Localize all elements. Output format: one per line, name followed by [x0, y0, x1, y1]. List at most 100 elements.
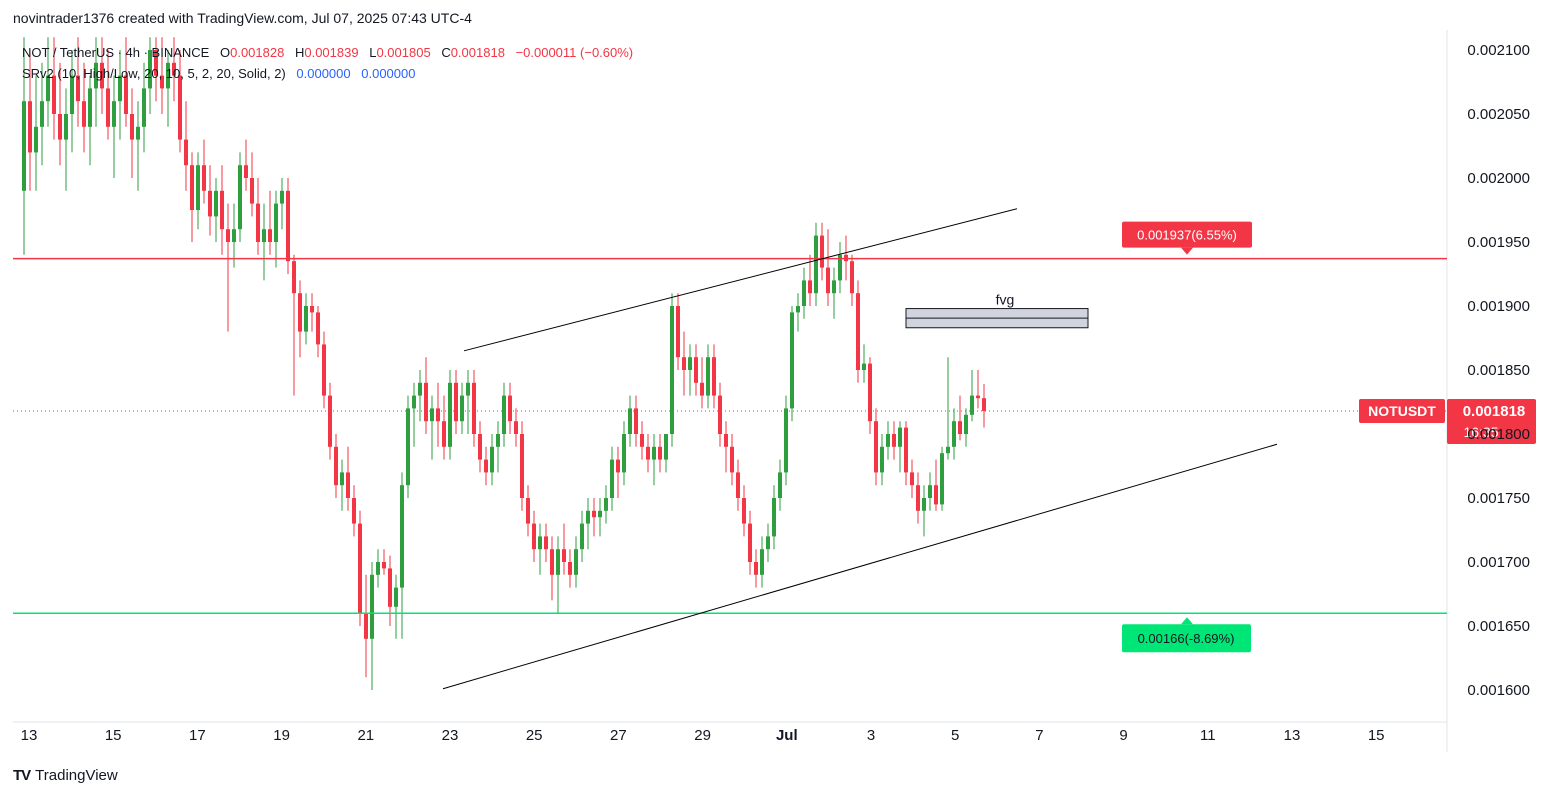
- candle: [256, 178, 260, 255]
- indicator-name[interactable]: SRv2 (10, High/Low, 20, 10, 5, 2, 20, So…: [22, 66, 286, 81]
- candle-body: [262, 229, 266, 242]
- time-tick-label: 11: [1200, 727, 1216, 744]
- last-price-tag[interactable]: NOTUSDT 0.001818 16:35: [1359, 398, 1536, 444]
- overlays-layer: fvg 0.001937(6.55%) 0.00166(-8.69%) NOTUSDT…: [13, 208, 1536, 690]
- candle-body: [532, 523, 536, 550]
- candle: [58, 62, 62, 166]
- candle-body: [544, 536, 548, 550]
- candle: [394, 574, 398, 639]
- candle: [796, 293, 800, 332]
- candle: [544, 523, 548, 562]
- candle: [766, 523, 770, 562]
- candle: [178, 50, 182, 153]
- candle-body: [982, 398, 986, 411]
- candle-body: [934, 485, 938, 505]
- candle-body: [826, 267, 830, 294]
- candle: [814, 222, 818, 306]
- candle-body: [436, 408, 440, 422]
- candle: [328, 382, 332, 460]
- tradingview-logo[interactable]: TV TradingView: [13, 767, 118, 784]
- candle-body: [490, 446, 494, 473]
- candle-body: [910, 472, 914, 486]
- candle-body: [562, 549, 566, 562]
- candle-body: [364, 613, 368, 639]
- candle-body: [394, 587, 398, 607]
- candle: [790, 306, 794, 422]
- candle-body: [238, 165, 242, 230]
- candle: [592, 498, 596, 537]
- candle: [148, 37, 152, 114]
- candle: [946, 357, 950, 460]
- candle-body: [412, 395, 416, 409]
- candle-body: [448, 382, 452, 447]
- candle: [496, 421, 500, 473]
- candle: [514, 408, 518, 447]
- candle-body: [94, 62, 98, 89]
- candle: [136, 101, 140, 191]
- candle-body: [808, 280, 812, 294]
- candle-body: [352, 498, 356, 524]
- candle-body: [382, 562, 386, 569]
- candle: [682, 331, 686, 396]
- candle-body: [676, 306, 680, 358]
- candle: [172, 37, 176, 102]
- candle-body: [58, 114, 62, 140]
- candle: [166, 50, 170, 127]
- candle-body: [964, 414, 968, 434]
- indicator-legend[interactable]: SRv2 (10, High/Low, 20, 10, 5, 2, 20, So…: [22, 66, 422, 81]
- time-tick-label: 13: [1284, 727, 1301, 744]
- candle-body: [586, 510, 590, 524]
- resistance-tag[interactable]: 0.001937(6.55%): [1122, 221, 1252, 255]
- candle: [874, 408, 878, 486]
- price-axis[interactable]: 0.002100 0.002050 0.002000 0.001950 0.001900…: [1467, 42, 1530, 699]
- price-tick-label: 0.001850: [1467, 362, 1530, 379]
- candle: [316, 306, 320, 358]
- candle-body: [40, 101, 44, 127]
- time-axis[interactable]: 13 15 17 19 21 23 25 27 29 Jul 3 5 7 9 11 13 15: [21, 727, 1385, 744]
- candle: [574, 536, 578, 588]
- symbol-name[interactable]: NOT / TetherUS · 4h · BINANCE: [22, 45, 210, 60]
- upper-trendline[interactable]: [463, 208, 1018, 352]
- candle-body: [208, 190, 212, 217]
- candle-body: [748, 523, 752, 562]
- lower-trendline[interactable]: [442, 443, 1278, 690]
- candle: [412, 382, 416, 447]
- candle-body: [790, 312, 794, 409]
- candle-body: [574, 549, 578, 575]
- candle: [568, 549, 572, 588]
- candle: [154, 37, 158, 102]
- candle: [808, 254, 812, 306]
- fvg-zone[interactable]: fvg: [905, 292, 1089, 329]
- support-tag[interactable]: 0.00166(-8.69%): [1122, 617, 1251, 653]
- symbol-legend[interactable]: NOT / TetherUS · 4h · BINANCE O0.001828 …: [22, 45, 640, 60]
- price-tick-label: 0.001800: [1467, 426, 1530, 443]
- candle: [868, 357, 872, 434]
- candle-body: [712, 357, 716, 396]
- candle-body: [154, 50, 158, 76]
- ohlc-low: L0.001805: [369, 45, 431, 60]
- candle: [550, 536, 554, 601]
- candle-body: [802, 280, 806, 306]
- candle-body: [610, 459, 614, 498]
- candle-body: [814, 235, 818, 294]
- candle-body: [514, 421, 518, 434]
- candle: [472, 370, 476, 447]
- candle-body: [484, 459, 488, 473]
- candle: [286, 178, 290, 274]
- candle: [580, 510, 584, 562]
- candle-body: [166, 62, 170, 89]
- candle-body: [232, 229, 236, 242]
- candle-body: [82, 101, 86, 127]
- candle-body: [76, 75, 80, 102]
- candle: [742, 485, 746, 537]
- candle: [934, 459, 938, 511]
- candle: [622, 421, 626, 486]
- time-tick-label: 23: [442, 727, 459, 744]
- candle: [82, 62, 86, 153]
- candle-body: [976, 395, 980, 399]
- candle: [40, 62, 44, 166]
- candle: [598, 498, 602, 537]
- candle-body: [214, 190, 218, 217]
- candle-body: [670, 306, 674, 434]
